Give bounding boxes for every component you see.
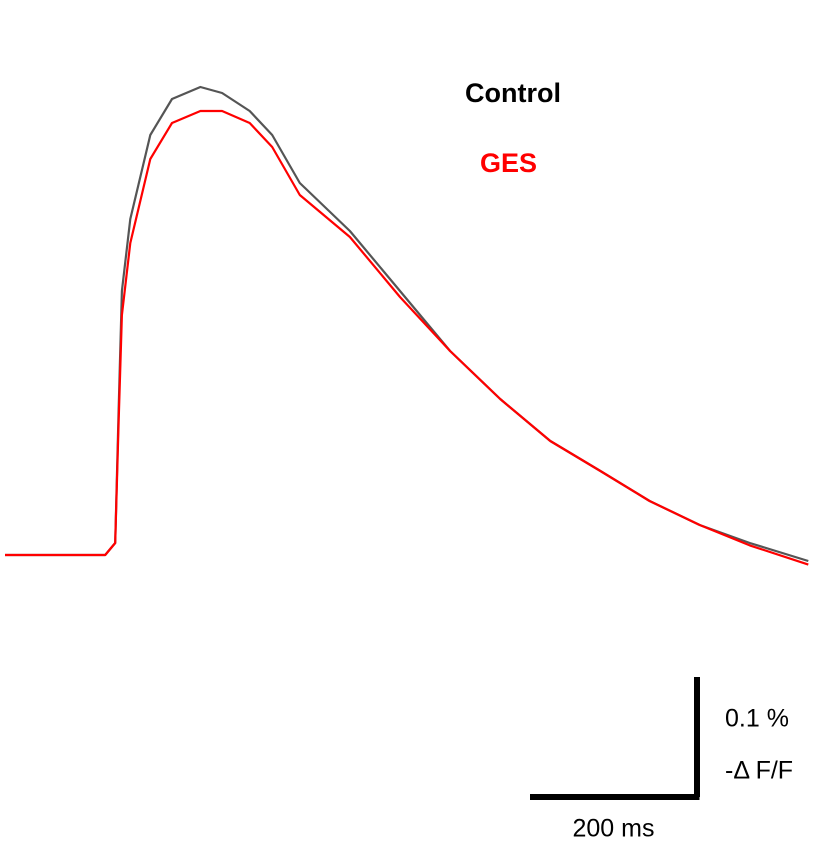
trace-line bbox=[5, 109, 809, 566]
legend-entry: GES bbox=[480, 148, 537, 178]
scale-label: 0.1 % bbox=[725, 705, 789, 733]
legend-entry: Control bbox=[465, 78, 561, 108]
scale-label: -Δ F/F bbox=[725, 757, 793, 785]
scale-label: 200 ms bbox=[573, 815, 655, 843]
trace-line bbox=[5, 85, 809, 563]
